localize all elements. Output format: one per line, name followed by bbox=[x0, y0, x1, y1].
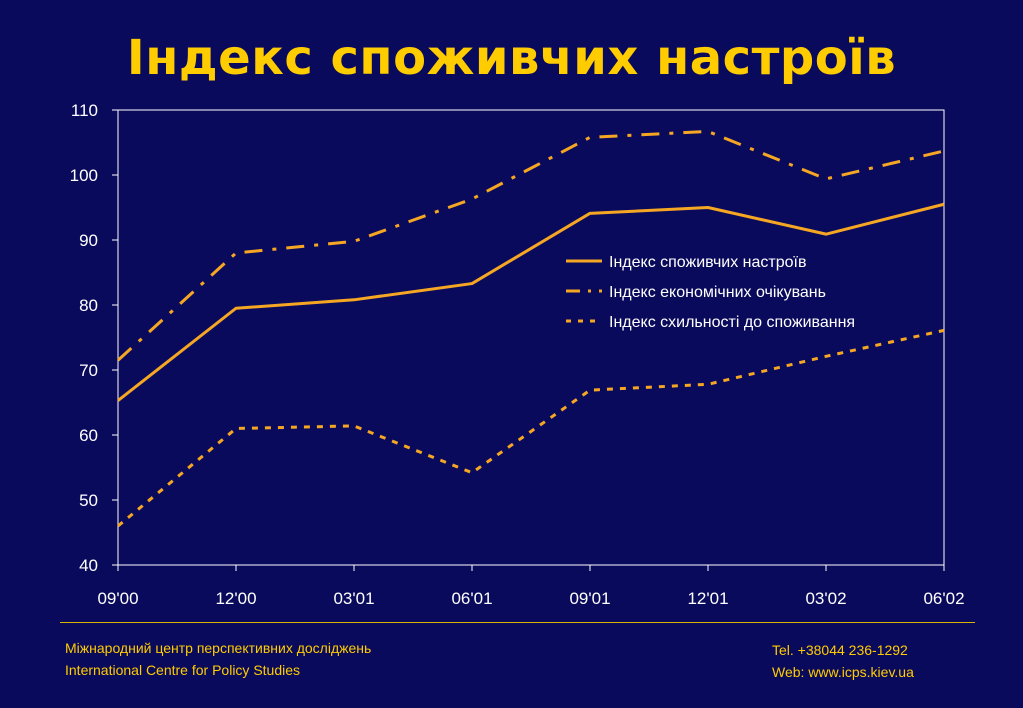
y-tick-label: 80 bbox=[79, 296, 98, 315]
org-name-en: International Centre for Policy Studies bbox=[65, 662, 301, 678]
footer-contacts: Tel. +38044 236-1292 Web: www.icps.kiev.… bbox=[772, 639, 914, 683]
x-tick-label: 03'02 bbox=[805, 589, 846, 608]
contact-web: Web: www.icps.kiev.ua bbox=[772, 664, 914, 680]
series-line-3 bbox=[117, 328, 945, 528]
org-name-ua: Міжнародний центр перспективних дослідже… bbox=[65, 640, 372, 656]
x-tick-label: 06'01 bbox=[451, 589, 492, 608]
x-tick-label: 12'00 bbox=[215, 589, 256, 608]
legend-label-1: Індекс споживчих настроїв bbox=[609, 254, 806, 271]
y-tick-label: 90 bbox=[79, 231, 98, 250]
y-tick-label: 40 bbox=[79, 556, 98, 575]
series-line-2 bbox=[116, 129, 945, 362]
y-tick-label: 60 bbox=[79, 426, 98, 445]
plot-frame bbox=[117, 109, 945, 566]
series-line-1 bbox=[117, 202, 945, 402]
footer-divider bbox=[60, 622, 975, 623]
y-tick-label: 50 bbox=[79, 491, 98, 510]
legend-label-2: Індекс економічних очікувань bbox=[609, 284, 826, 301]
y-tick-label: 110 bbox=[71, 101, 98, 120]
x-tick-label: 12'01 bbox=[687, 589, 728, 608]
footer-organization: Міжнародний центр перспективних дослідже… bbox=[65, 637, 371, 681]
legend-label-3: Індекс схильності до споживання bbox=[609, 314, 855, 331]
x-tick-label: 06'02 bbox=[923, 589, 964, 608]
contact-tel: Tel. +38044 236-1292 bbox=[772, 642, 908, 658]
y-tick-label: 100 bbox=[70, 166, 98, 185]
x-tick-label: 03'01 bbox=[333, 589, 374, 608]
y-tick-label: 70 bbox=[79, 361, 98, 380]
chart-title: Індекс споживчих настроїв bbox=[126, 30, 897, 86]
x-tick-label: 09'01 bbox=[569, 589, 610, 608]
x-tick-label: 09'00 bbox=[97, 589, 138, 608]
